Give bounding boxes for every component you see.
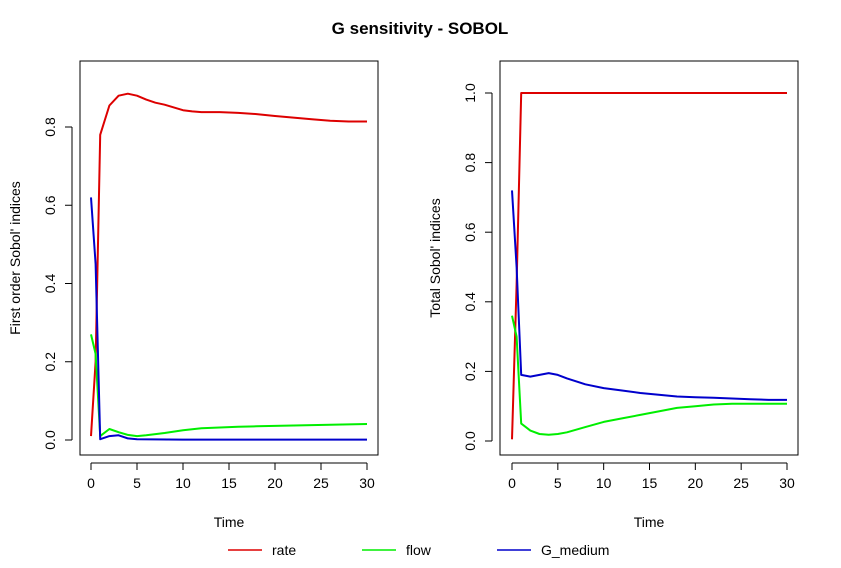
total-order-x-axis-title: Time xyxy=(634,514,665,530)
first-order-plot-frame xyxy=(79,60,379,456)
first-order-x-tick-label: 15 xyxy=(221,475,237,491)
total-order-panel: 0 5 10 15 20 25 30 0.0 0.2 0.4 0.6 0.8 1.0 Time Total … xyxy=(427,60,799,530)
total-order-y-tick-label: 1.0 xyxy=(462,83,478,103)
first-order-y-tick-label: 0.2 xyxy=(42,352,58,372)
first-order-x-tick-label: 30 xyxy=(359,475,375,491)
total-order-x-tick-label: 30 xyxy=(779,475,795,491)
first-order-series-flow xyxy=(90,334,368,438)
total-order-y-tick-label: 0.6 xyxy=(462,222,478,242)
total-order-plot-frame xyxy=(499,60,799,456)
total-order-y-axis-title: Total Sobol' indices xyxy=(427,198,443,317)
first-order-series-g-medium xyxy=(90,197,367,441)
first-order-y-axis-title: First order Sobol' indices xyxy=(7,181,23,335)
first-order-series-rate xyxy=(90,92,367,437)
total-order-x-tick-label: 5 xyxy=(554,475,562,491)
first-order-x-tick-label: 20 xyxy=(267,475,283,491)
first-order-x-tick-label: 25 xyxy=(313,475,329,491)
legend-label-g-medium: G_medium xyxy=(541,542,609,558)
first-order-y-tick-label: 0.4 xyxy=(42,274,58,294)
legend-label-rate: rate xyxy=(272,542,296,558)
total-order-y-tick-label: 0.2 xyxy=(462,361,478,381)
total-order-series-g-medium xyxy=(511,190,787,401)
first-order-y-tick-label: 0.8 xyxy=(42,117,58,137)
total-order-x-tick-label: 15 xyxy=(642,475,658,491)
legend-label-flow: flow xyxy=(406,542,432,558)
total-order-y-tick-label: 0.0 xyxy=(462,431,478,451)
total-order-x-tick-label: 20 xyxy=(688,475,704,491)
first-order-x-tick-label: 5 xyxy=(133,475,141,491)
total-order-x-tick-label: 10 xyxy=(596,475,612,491)
total-order-x-tick-label: 25 xyxy=(733,475,749,491)
first-order-x-tick-label: 10 xyxy=(175,475,191,491)
first-order-panel: 0 5 10 15 20 25 30 0.0 0.2 0.4 0.6 0.8 Time First ord… xyxy=(7,60,379,530)
total-order-y-tick-label: 0.8 xyxy=(462,153,478,173)
first-order-y-tick-label: 0.6 xyxy=(42,195,58,215)
first-order-y-tick-label: 0.0 xyxy=(42,430,58,450)
figure-title: G sensitivity - SOBOL xyxy=(332,19,509,38)
total-order-series-flow xyxy=(511,315,787,436)
total-order-y-tick-label: 0.4 xyxy=(462,292,478,312)
first-order-x-axis-title: Time xyxy=(214,514,245,530)
legend: rate flow G_medium xyxy=(228,542,609,558)
first-order-x-tick-label: 0 xyxy=(87,475,95,491)
total-order-x-tick-label: 0 xyxy=(508,475,516,491)
total-order-series-rate xyxy=(511,92,787,440)
